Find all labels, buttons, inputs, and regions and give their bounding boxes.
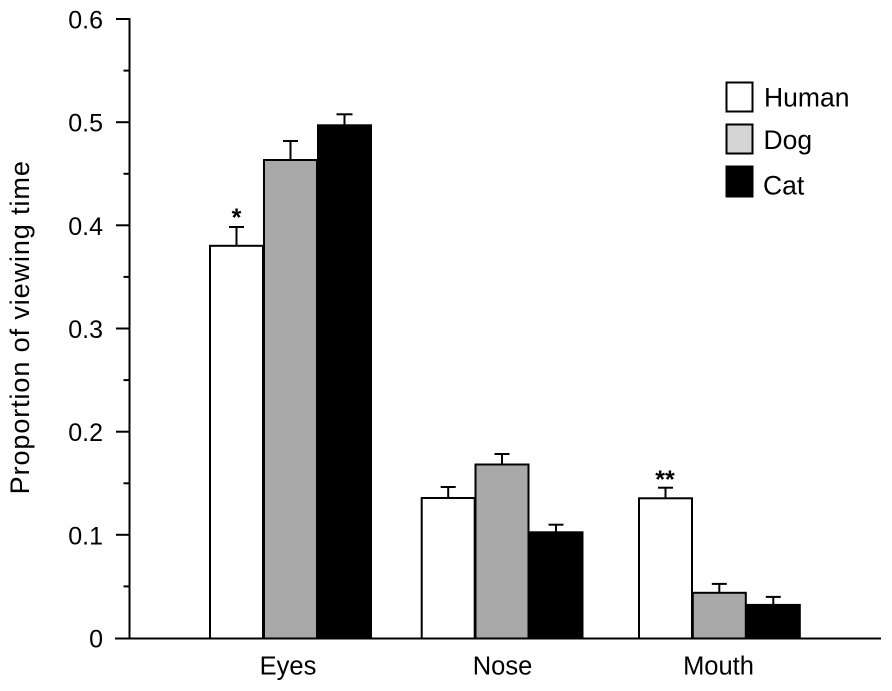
svg-text:**: ** bbox=[655, 466, 675, 494]
svg-text:Cat: Cat bbox=[763, 170, 805, 200]
svg-text:Nose: Nose bbox=[473, 653, 533, 681]
svg-text:*: * bbox=[232, 204, 242, 232]
svg-text:0.6: 0.6 bbox=[68, 7, 103, 35]
svg-text:0.5: 0.5 bbox=[68, 110, 103, 138]
svg-text:Eyes: Eyes bbox=[260, 653, 317, 681]
svg-text:0: 0 bbox=[89, 626, 103, 654]
svg-text:0.1: 0.1 bbox=[68, 522, 103, 550]
svg-text:Proportion of viewing time: Proportion of viewing time bbox=[5, 160, 35, 494]
svg-text:0.4: 0.4 bbox=[68, 213, 103, 241]
svg-text:0.3: 0.3 bbox=[68, 316, 103, 344]
svg-text:Mouth: Mouth bbox=[683, 653, 754, 681]
svg-text:Dog: Dog bbox=[764, 125, 813, 155]
svg-text:0.2: 0.2 bbox=[68, 419, 103, 447]
svg-text:Human: Human bbox=[764, 83, 849, 113]
